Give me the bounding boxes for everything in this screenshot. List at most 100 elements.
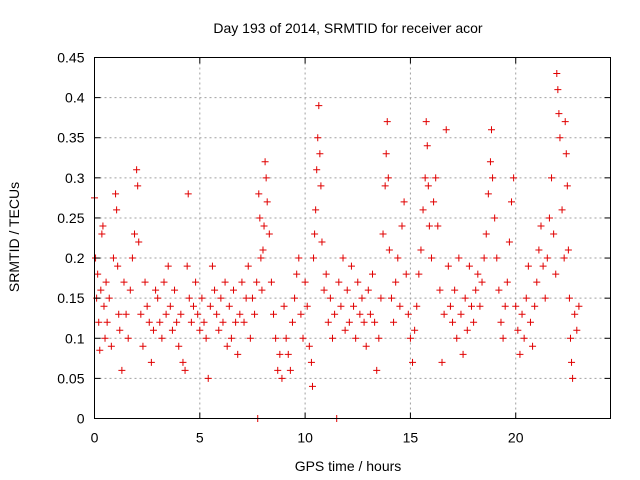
data-point	[284, 350, 292, 358]
data-point	[297, 310, 305, 318]
data-point	[288, 318, 296, 326]
data-point	[147, 358, 155, 366]
data-point	[293, 270, 301, 278]
y-tick-label: 0.05	[57, 370, 84, 386]
data-point	[168, 326, 176, 334]
data-point	[415, 270, 423, 278]
data-point	[267, 278, 275, 286]
data-point	[419, 206, 427, 214]
data-point	[246, 334, 254, 342]
data-point	[343, 286, 351, 294]
data-point	[573, 326, 581, 334]
data-point	[571, 310, 579, 318]
grid-lines	[94, 57, 611, 419]
data-point	[143, 302, 151, 310]
data-point	[461, 294, 469, 302]
data-point	[331, 310, 339, 318]
data-point	[194, 310, 202, 318]
data-point	[436, 286, 444, 294]
y-tick-label: 0.15	[57, 290, 84, 306]
data-point	[299, 334, 307, 342]
data-point	[480, 254, 488, 262]
data-point	[113, 206, 121, 214]
data-point	[482, 230, 490, 238]
data-point	[459, 350, 467, 358]
data-point	[440, 310, 448, 318]
data-point	[314, 134, 322, 142]
data-point	[451, 286, 459, 294]
data-point	[382, 150, 390, 158]
data-point	[423, 142, 431, 150]
data-point	[495, 286, 503, 294]
data-point	[177, 310, 185, 318]
data-point	[95, 318, 103, 326]
y-tick-label: 0.25	[57, 210, 84, 226]
data-point	[260, 222, 268, 230]
data-point	[413, 302, 421, 310]
data-point	[196, 326, 204, 334]
data-point	[217, 294, 225, 302]
data-point	[102, 278, 110, 286]
data-point	[457, 310, 465, 318]
data-point	[539, 262, 547, 270]
data-point	[184, 190, 192, 198]
data-point	[568, 358, 576, 366]
data-point	[307, 358, 315, 366]
data-point	[156, 318, 164, 326]
data-point	[384, 174, 392, 182]
data-point	[550, 230, 558, 238]
data-point	[533, 278, 541, 286]
y-tick-label: 0.45	[57, 50, 84, 66]
data-point	[369, 270, 377, 278]
data-point	[474, 270, 482, 278]
data-point	[230, 286, 238, 294]
data-point	[251, 310, 259, 318]
data-point	[529, 342, 537, 350]
data-point	[360, 318, 368, 326]
data-point	[328, 334, 336, 342]
data-point	[280, 302, 288, 310]
data-point	[341, 326, 349, 334]
data-point	[476, 302, 484, 310]
data-point	[234, 350, 242, 358]
data-point	[270, 310, 278, 318]
data-point	[154, 294, 162, 302]
data-point	[98, 230, 106, 238]
data-point	[141, 278, 149, 286]
data-point	[232, 318, 240, 326]
data-point	[181, 366, 189, 374]
data-point	[166, 302, 174, 310]
data-point	[442, 126, 450, 134]
data-point	[449, 318, 457, 326]
data-point	[394, 254, 402, 262]
data-point	[554, 86, 562, 94]
chart-title: Day 193 of 2014, SRMTID for receiver aco…	[213, 20, 483, 36]
data-point	[339, 254, 347, 262]
data-point	[219, 318, 227, 326]
y-tick-label: 0.4	[65, 90, 85, 106]
y-tick-label: 0.35	[57, 130, 84, 146]
data-point	[211, 286, 219, 294]
data-point	[491, 214, 499, 222]
data-point	[96, 346, 104, 354]
y-tick-label: 0	[77, 411, 85, 427]
data-point	[295, 254, 303, 262]
data-point	[322, 270, 330, 278]
data-point	[105, 294, 113, 302]
y-tick-label: 0.3	[65, 170, 85, 186]
data-point	[223, 342, 231, 350]
data-point	[561, 118, 569, 126]
data-point	[381, 182, 389, 190]
data-point	[564, 246, 572, 254]
data-point	[556, 134, 564, 142]
x-tick-label: 0	[91, 430, 99, 446]
data-point	[115, 310, 123, 318]
data-point	[508, 198, 516, 206]
data-point	[337, 302, 345, 310]
data-point	[238, 278, 246, 286]
data-point	[501, 302, 509, 310]
data-point	[259, 246, 267, 254]
data-point	[566, 334, 574, 342]
data-point	[305, 342, 313, 350]
data-point	[371, 318, 379, 326]
